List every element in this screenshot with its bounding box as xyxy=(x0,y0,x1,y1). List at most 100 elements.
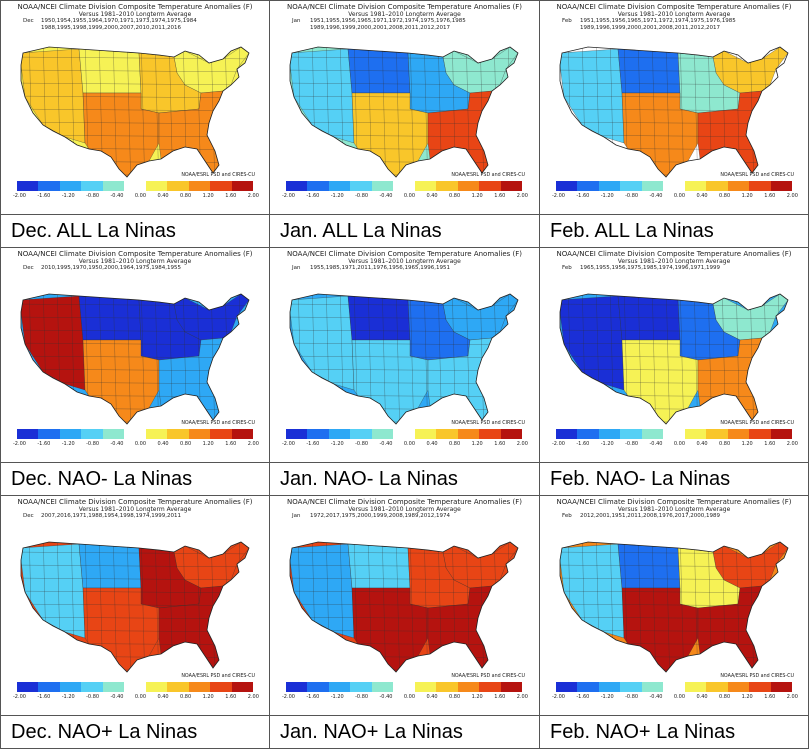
legend-tick: -0.40 xyxy=(110,193,124,199)
legend-swatch xyxy=(727,429,750,439)
panel-caption: Dec. NAO+ La Ninas xyxy=(1,715,269,748)
legend-tick: 1.20 xyxy=(202,694,214,700)
legend-tick: -1.60 xyxy=(37,441,51,447)
legend-tick: 0.00 xyxy=(134,193,147,199)
legend-tick: -2.00 xyxy=(13,193,26,199)
legend-tick: 1.20 xyxy=(741,694,753,700)
panel-title: NOAA/NCEI Climate Division Composite Tem… xyxy=(286,498,523,506)
legend-tick: -1.60 xyxy=(576,441,590,447)
legend-tick: -0.80 xyxy=(86,441,100,447)
division-line xyxy=(290,69,518,73)
anomaly-map xyxy=(559,280,796,440)
panel-caption: Feb. NAO+ La Ninas xyxy=(540,715,808,748)
panel-subtitle: Versus 1981–2010 Longterm Average xyxy=(78,258,192,265)
panel-title: NOAA/NCEI Climate Division Composite Tem… xyxy=(17,250,253,258)
division-line xyxy=(290,590,518,594)
division-line xyxy=(560,564,788,568)
legend-swatch xyxy=(770,181,792,191)
legend-tick: -1.20 xyxy=(330,193,344,199)
division-line xyxy=(21,316,249,320)
legend-swatch xyxy=(749,429,771,439)
division-line xyxy=(253,280,257,440)
legend-tick: 0.80 xyxy=(719,694,731,700)
panel-subtitle: Versus 1981–2010 Longterm Average xyxy=(617,258,731,265)
panel-caption: Jan. ALL La Ninas xyxy=(270,214,539,247)
legend-swatch xyxy=(749,181,771,191)
division-line xyxy=(21,69,249,73)
legend-swatch xyxy=(307,682,329,692)
legend-swatch xyxy=(414,181,437,191)
panel-caption: Jan. NAO+ La Ninas xyxy=(270,715,539,748)
legend-tick: 1.60 xyxy=(225,193,237,199)
legend-swatch xyxy=(500,181,522,191)
legend-swatch xyxy=(124,429,146,439)
map-panel: NOAA/NCEI Climate Division Composite Tem… xyxy=(1,496,270,749)
division-line xyxy=(290,95,518,99)
legend-tick: -2.00 xyxy=(282,694,295,700)
legend-tick: -1.20 xyxy=(600,193,614,199)
legend-swatch xyxy=(81,429,103,439)
legend-tick: 2.00 xyxy=(786,694,798,700)
legend-swatch xyxy=(577,181,599,191)
map-credit: NOAA/ESRL PSD and CIRES-CU xyxy=(720,674,794,679)
legend-tick: 0.00 xyxy=(673,193,686,199)
legend-swatch xyxy=(577,429,599,439)
anomaly-map xyxy=(289,33,526,193)
division-line xyxy=(560,577,788,581)
legend-swatch xyxy=(328,682,351,692)
legend-swatch xyxy=(38,682,60,692)
legend-tick: -1.20 xyxy=(330,694,344,700)
division-line xyxy=(522,33,526,193)
map-panel: NOAA/NCEI Climate Division Composite Tem… xyxy=(270,248,540,496)
anomaly-map xyxy=(20,541,250,673)
legend-swatch xyxy=(556,181,578,191)
legend-swatch xyxy=(706,682,728,692)
legend-tick: -2.00 xyxy=(282,193,295,199)
map-panel: NOAA/NCEI Climate Division Composite Tem… xyxy=(270,1,540,248)
legend-tick: 0.40 xyxy=(696,694,708,700)
panel-caption: Feb. ALL La Ninas xyxy=(540,214,808,247)
legend-swatch xyxy=(17,429,39,439)
legend-swatch xyxy=(620,682,642,692)
legend-tick: 1.20 xyxy=(471,441,483,447)
legend-tick: 1.60 xyxy=(494,193,506,199)
legend-swatch xyxy=(17,682,39,692)
legend-tick: -0.40 xyxy=(649,694,663,700)
division-line xyxy=(560,668,788,672)
legend-swatch xyxy=(59,181,82,191)
legend-tick: 0.80 xyxy=(180,694,192,700)
legend-tick: -2.00 xyxy=(13,441,26,447)
division-line xyxy=(290,668,518,672)
legend-tick: -0.40 xyxy=(110,694,124,700)
legend-tick: 2.00 xyxy=(247,694,259,700)
panel-caption: Feb. NAO- La Ninas xyxy=(540,462,808,495)
legend-tick: -2.00 xyxy=(282,441,295,447)
legend-swatch xyxy=(706,429,728,439)
legend-swatch xyxy=(307,181,329,191)
panel-title: NOAA/NCEI Climate Division Composite Tem… xyxy=(286,3,523,11)
legend-tick: -0.80 xyxy=(625,694,639,700)
panel-subtitle: Versus 1981–2010 Longterm Average xyxy=(617,11,731,18)
legend-tick: 1.60 xyxy=(225,694,237,700)
legend-tick: 0.40 xyxy=(696,441,708,447)
legend-swatch xyxy=(167,181,189,191)
color-legend xyxy=(286,429,522,439)
division-line xyxy=(792,280,796,440)
legend-swatch xyxy=(328,429,351,439)
legend-swatch xyxy=(124,181,146,191)
legend-tick: 2.00 xyxy=(786,441,798,447)
legend-ticks: -2.00 -1.60 -1.20 -0.80 -0.40 0.00 0.40 0.80 1.2… xyxy=(552,441,798,447)
legend-tick: 2.00 xyxy=(516,193,528,199)
legend-swatch xyxy=(479,682,501,692)
us-outline xyxy=(289,46,519,178)
map-credit: NOAA/ESRL PSD and CIRES-CU xyxy=(181,421,255,426)
division-line xyxy=(21,342,249,346)
map-credit: NOAA/ESRL PSD and CIRES-CU xyxy=(451,173,525,178)
division-line xyxy=(522,528,526,688)
legend-tick: 0.00 xyxy=(403,694,416,700)
panel-month: Jan xyxy=(292,513,301,519)
legend-swatch xyxy=(727,682,750,692)
legend-swatch xyxy=(286,682,308,692)
division-line xyxy=(21,577,249,581)
